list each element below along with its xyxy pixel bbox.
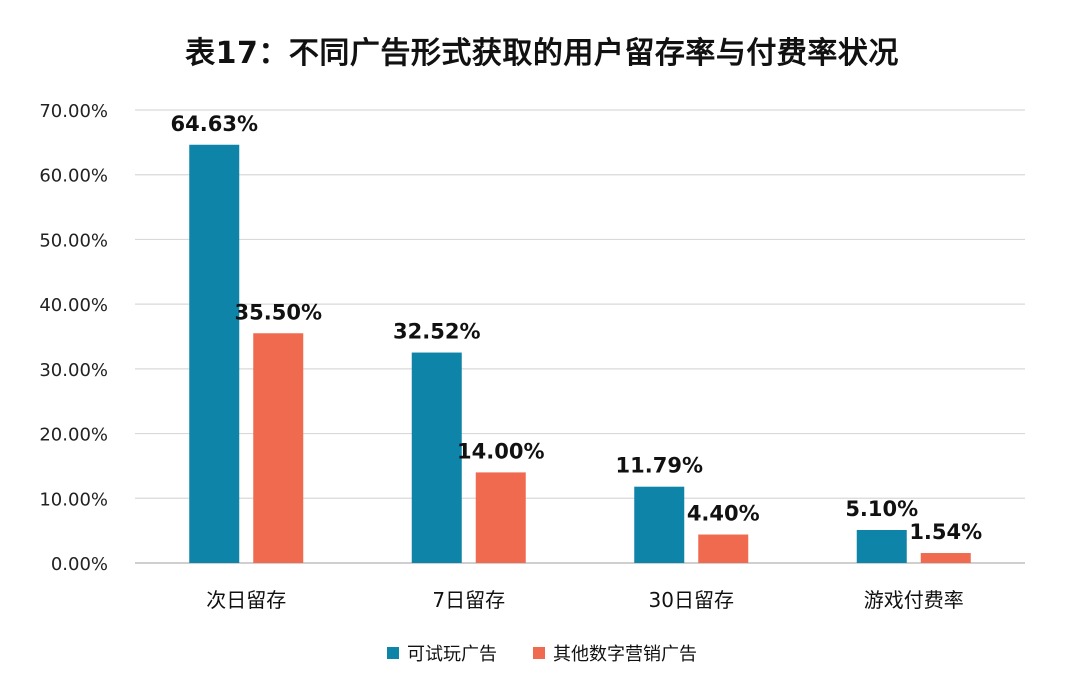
legend-label-series-2: 其他数字营销广告 xyxy=(553,644,697,665)
data-label: 11.79% xyxy=(616,454,703,478)
legend-swatch-series-2 xyxy=(533,647,545,659)
bar-series-1 xyxy=(189,144,240,563)
data-label: 32.52% xyxy=(393,320,480,344)
chart-title: 表17：不同广告形式获取的用户留存率与付费率状况 xyxy=(185,36,899,71)
bar-series-1 xyxy=(411,352,462,563)
legend: 可试玩广告 其他数字营销广告 xyxy=(0,640,1084,666)
x-tick-label: 30日留存 xyxy=(649,588,734,612)
legend-label-series-1: 可试玩广告 xyxy=(407,644,497,665)
bar-series-2 xyxy=(475,472,526,563)
bar-series-1 xyxy=(634,486,685,563)
legend-item-series-1: 可试玩广告 xyxy=(387,640,497,666)
y-tick-label: 70.00% xyxy=(39,101,108,122)
bar-series-2 xyxy=(920,553,971,563)
data-label: 5.10% xyxy=(845,497,918,521)
data-label: 35.50% xyxy=(235,300,322,324)
x-tick-label: 次日留存 xyxy=(206,588,286,612)
data-label: 14.00% xyxy=(457,439,544,463)
x-tick-label: 游戏付费率 xyxy=(864,588,964,612)
bar-series-2 xyxy=(698,534,749,563)
data-label: 1.54% xyxy=(909,520,982,544)
data-label: 64.63% xyxy=(171,112,258,136)
bar-series-1 xyxy=(856,529,907,563)
y-tick-label: 20.00% xyxy=(39,425,108,446)
y-tick-label: 50.00% xyxy=(39,230,108,251)
legend-item-series-2: 其他数字营销广告 xyxy=(533,640,697,666)
legend-swatch-series-1 xyxy=(387,647,399,659)
y-tick-label: 40.00% xyxy=(39,295,108,316)
y-tick-label: 10.00% xyxy=(39,489,108,510)
bar-series-2 xyxy=(253,333,304,563)
y-tick-label: 30.00% xyxy=(39,360,108,381)
data-label: 4.40% xyxy=(687,502,760,526)
y-tick-label: 60.00% xyxy=(39,166,108,187)
y-tick-label: 0.00% xyxy=(51,554,108,575)
x-tick-label: 7日留存 xyxy=(432,588,505,612)
